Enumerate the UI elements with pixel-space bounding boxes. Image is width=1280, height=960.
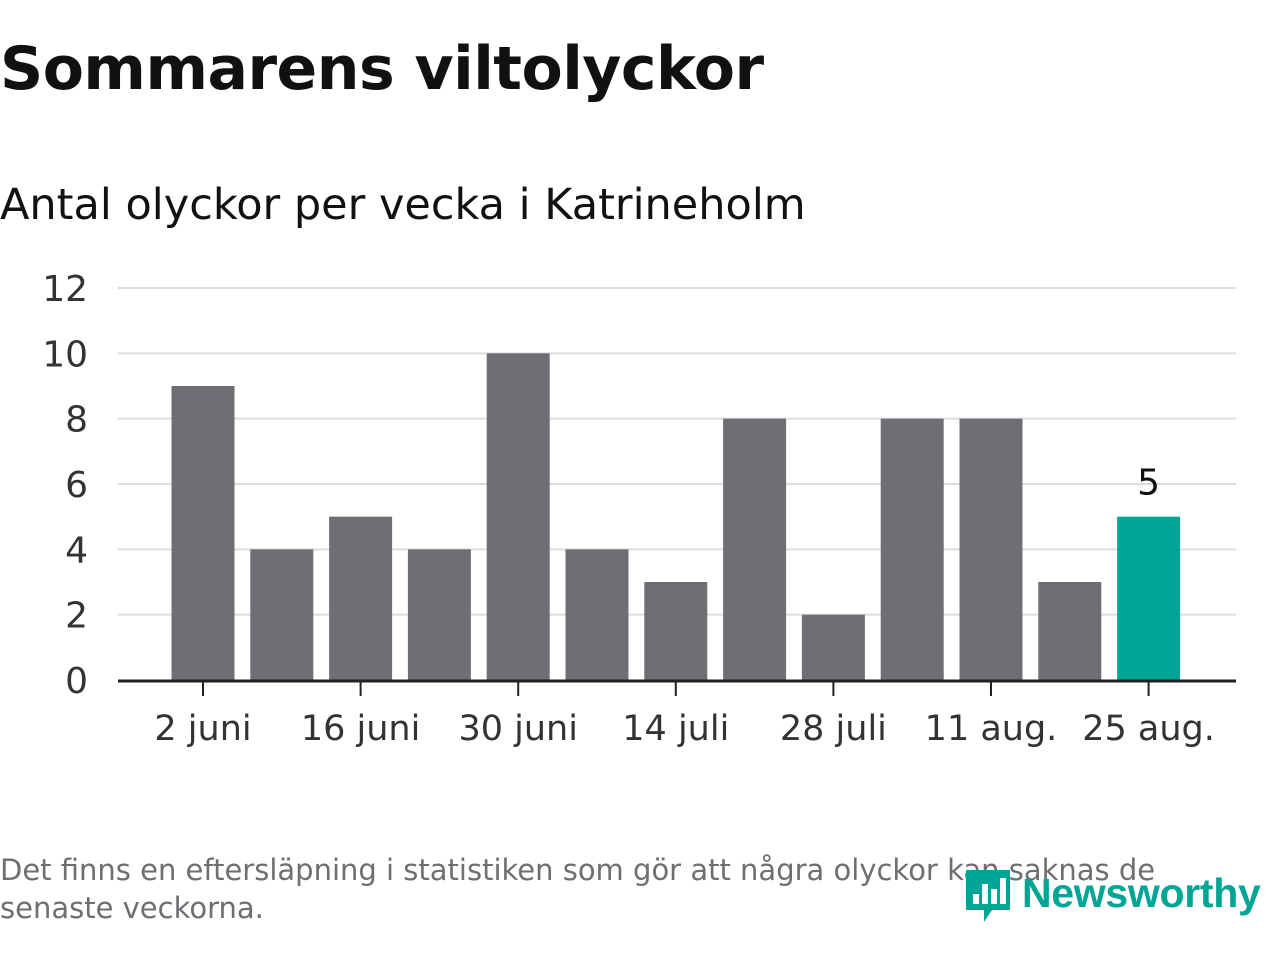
- bar-highlight: [1117, 516, 1181, 680]
- bar: [329, 516, 393, 680]
- x-axis-ticks: 2 juni 16 juni 30 juni 14 juli 28 juli 11 aug…: [154, 681, 1215, 749]
- bar: [565, 549, 629, 680]
- y-tick-label: 0: [65, 661, 88, 702]
- bar: [959, 418, 1023, 680]
- bar: [486, 353, 550, 680]
- bar: [801, 614, 865, 680]
- bar: [250, 549, 314, 680]
- bar: [171, 386, 235, 680]
- footnote: Det finns en eftersläpning i statistiken…: [0, 853, 1156, 925]
- bar-chart: 0 2 4 6 8 10 12 2 juni 16 juni 30 juni 14 juli 28 …: [42, 269, 1236, 749]
- x-tick-label: 11 aug.: [925, 709, 1058, 749]
- x-tick-label: 30 juni: [458, 709, 577, 749]
- y-tick-label: 4: [65, 530, 88, 571]
- y-tick-label: 6: [65, 465, 88, 506]
- bar: [880, 418, 944, 680]
- newsworthy-logo-icon: [966, 870, 1010, 922]
- data-label: 5: [1137, 463, 1160, 504]
- bar: [407, 549, 471, 680]
- x-tick-label: 25 aug.: [1082, 709, 1215, 749]
- data-labels: 5: [1137, 463, 1160, 504]
- x-tick-label: 16 juni: [301, 709, 420, 749]
- x-tick-label: 28 juli: [780, 709, 887, 749]
- bar: [1038, 582, 1102, 680]
- bar: [644, 582, 708, 680]
- chart-subtitle: Antal olyckor per vecka i Katrineholm: [0, 180, 806, 230]
- newsworthy-logo: Newsworthy: [962, 860, 1261, 926]
- x-tick-label: 14 juli: [622, 709, 729, 749]
- bars: [171, 353, 1181, 680]
- y-tick-label: 8: [65, 400, 88, 441]
- y-tick-label: 10: [42, 334, 88, 375]
- bar: [723, 418, 787, 680]
- chart-title: Sommarens viltolyckor: [0, 34, 764, 104]
- y-tick-label: 12: [42, 269, 88, 310]
- y-tick-label: 2: [65, 596, 88, 637]
- logo-text: Newsworthy: [1022, 869, 1261, 916]
- y-axis-ticks: 0 2 4 6 8 10 12: [42, 269, 88, 702]
- x-tick-label: 2 juni: [154, 709, 251, 749]
